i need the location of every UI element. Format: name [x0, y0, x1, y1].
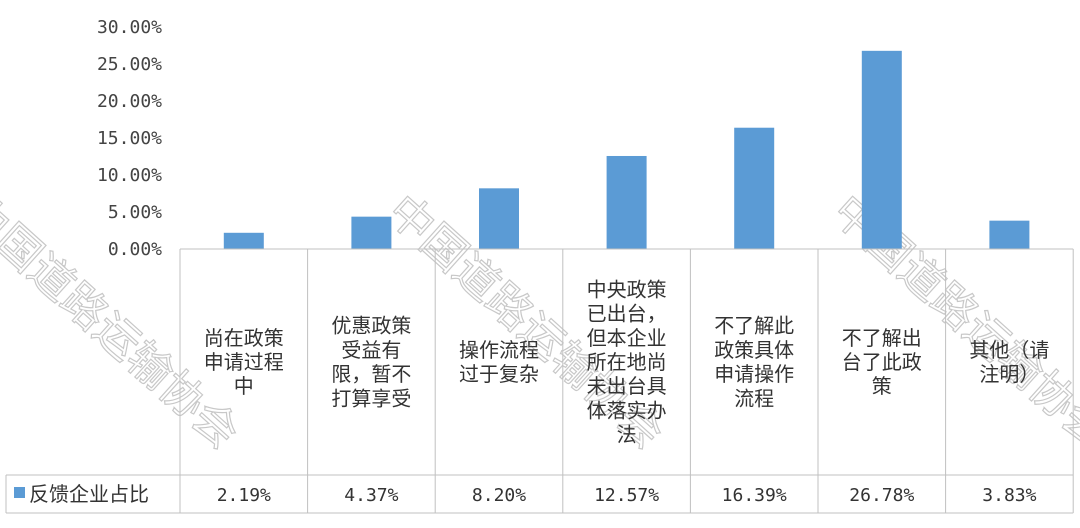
watermark-layer: 中国道路运输协会 中国道路运输协会 中国道路运输协会 [0, 185, 1080, 460]
category-label: 不了解此政策具体申请操作流程 [714, 314, 794, 411]
data-value-label: 4.37% [344, 485, 398, 506]
bar [861, 50, 902, 249]
data-table: 尚在政策申请过程中优惠政策受益有限，暂不打算享受操作流程过于复杂中央政策已出台，… [5, 248, 1074, 514]
bar [989, 220, 1030, 249]
category-label: 不了解出台了此政策 [842, 326, 922, 398]
bar [223, 232, 264, 249]
legend-swatch [14, 487, 25, 498]
category-label: 中央政策已出台，但本企业所在地尚未出台具体落实办法 [587, 277, 667, 446]
y-tick-label: 15.00% [97, 128, 162, 149]
y-tick-label: 25.00% [97, 54, 162, 75]
bar [351, 216, 392, 249]
y-tick-label: 0.00% [108, 239, 162, 260]
data-value-label: 26.78% [849, 485, 914, 506]
legend-label: 反馈企业占比 [29, 482, 149, 506]
bar [734, 127, 775, 249]
category-label: 其他（请注明） [969, 338, 1049, 386]
y-axis: 0.00% 5.00% 10.00% 15.00% 20.00% 25.00% 30.00% [97, 17, 162, 260]
category-label: 操作流程过于复杂 [459, 338, 539, 386]
y-tick-label: 5.00% [108, 202, 162, 223]
data-value-label: 16.39% [722, 485, 787, 506]
data-value-label: 12.57% [594, 485, 659, 506]
category-label: 尚在政策申请过程中 [204, 326, 284, 398]
watermark-text: 中国道路运输协会 [0, 185, 248, 458]
data-value-label: 3.83% [982, 485, 1036, 506]
bar [479, 188, 519, 249]
watermark-text: 中国道路运输协会 [823, 185, 1080, 458]
data-value-label: 8.20% [472, 485, 526, 506]
y-tick-label: 20.00% [97, 91, 162, 112]
y-tick-label: 30.00% [97, 17, 162, 38]
data-value-label: 2.19% [217, 485, 271, 506]
bar [606, 155, 647, 249]
category-label: 优惠政策受益有限，暂不打算享受 [331, 314, 411, 411]
bars-layer [223, 50, 1030, 249]
y-tick-label: 10.00% [97, 165, 162, 186]
